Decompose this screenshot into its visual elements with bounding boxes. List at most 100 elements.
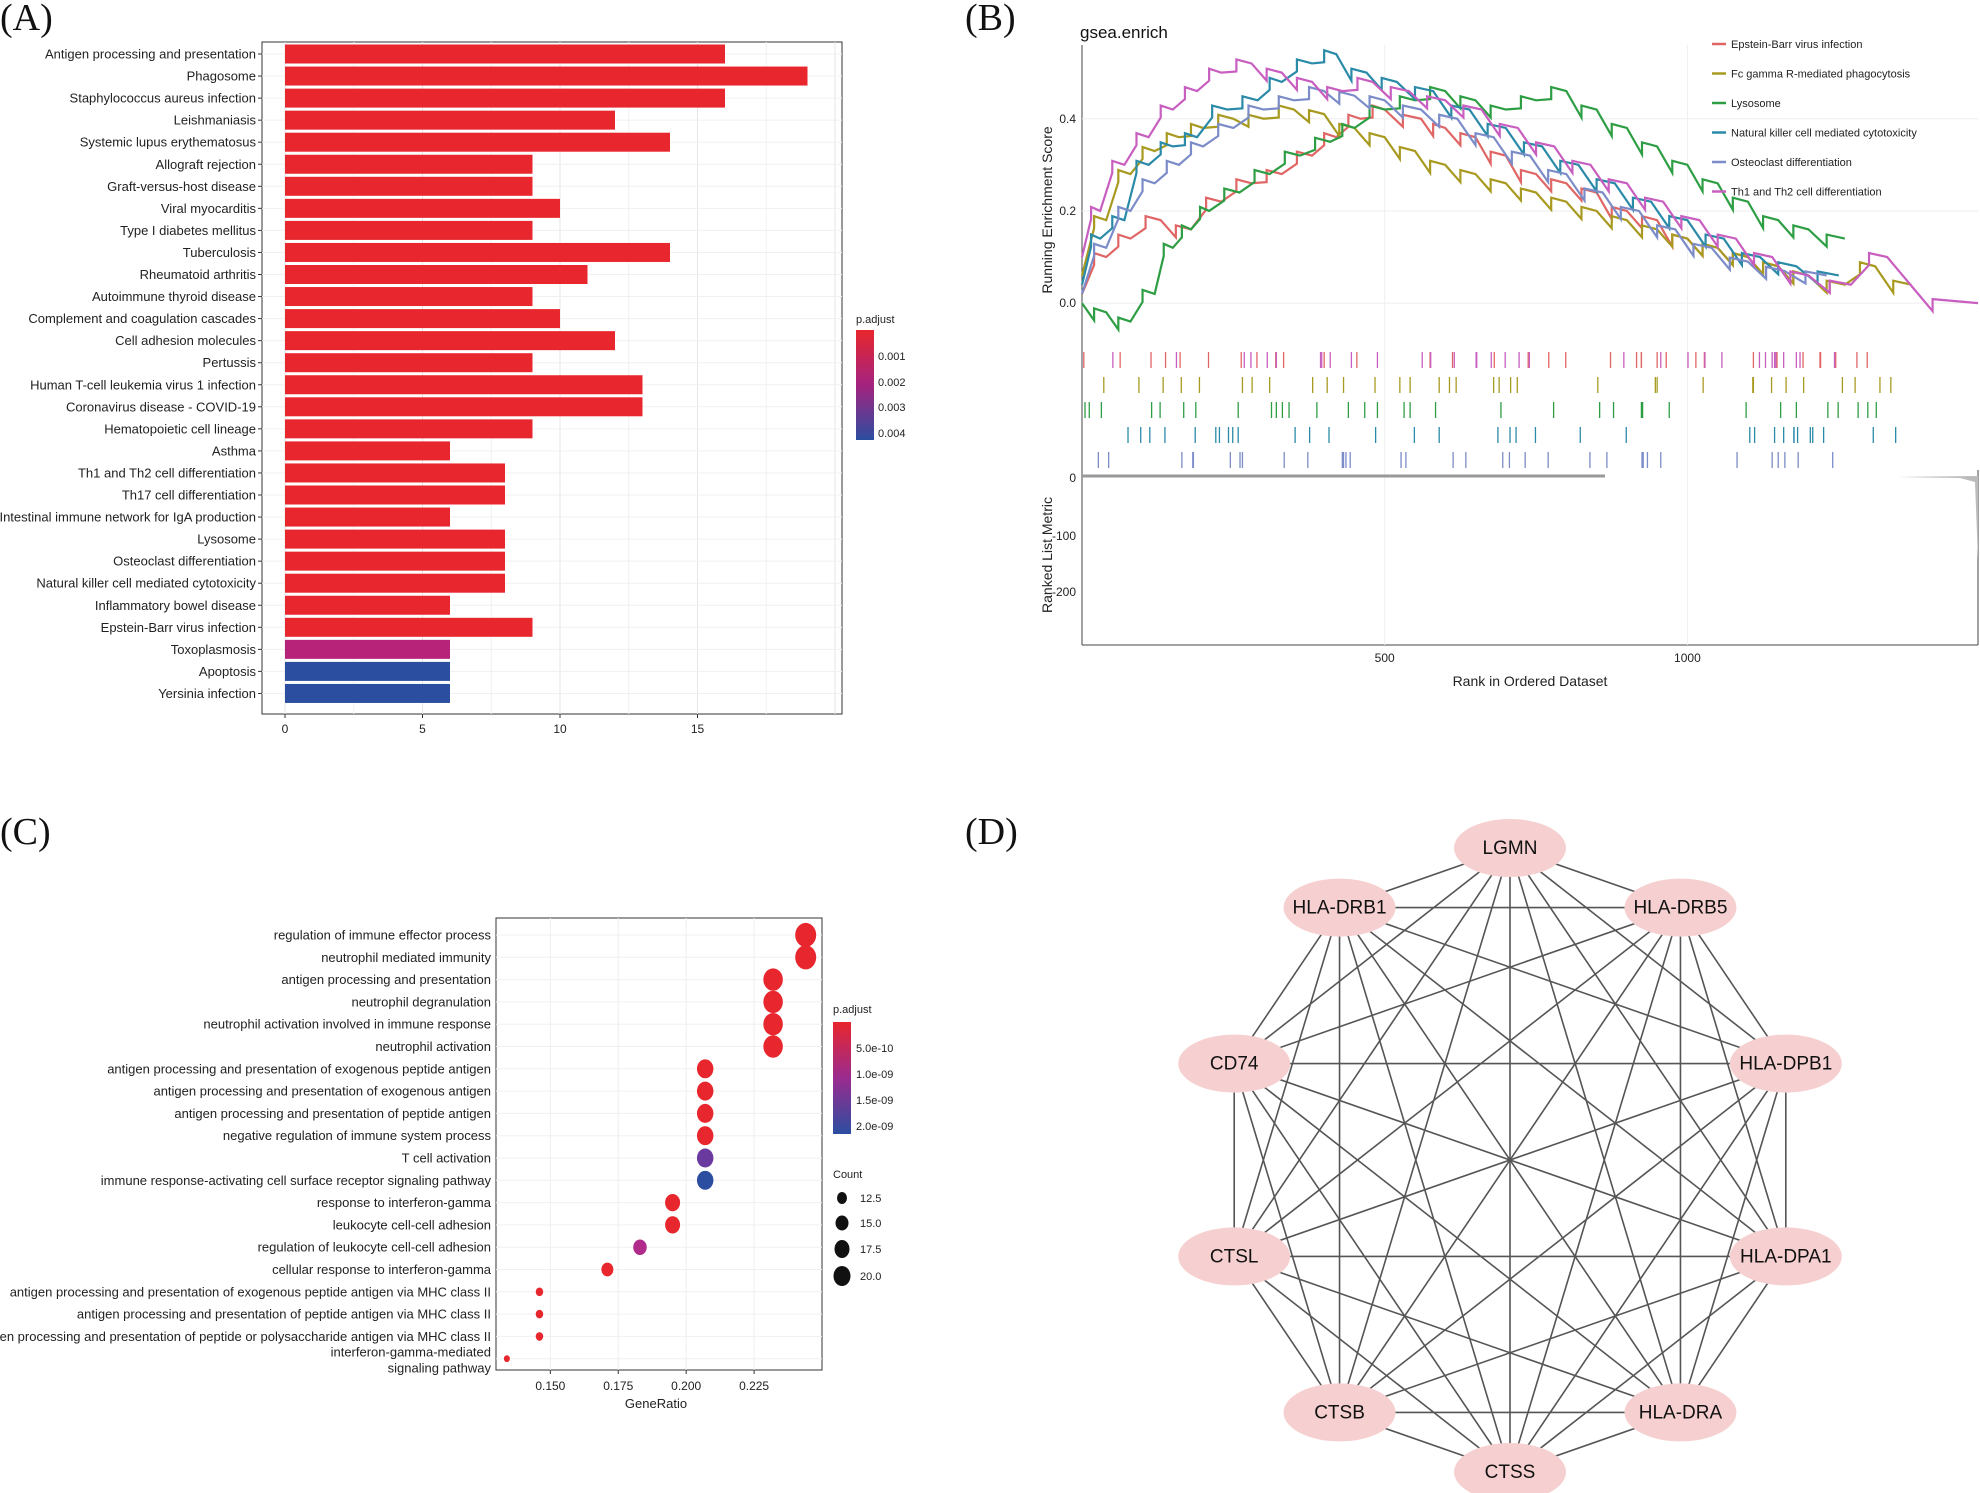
bar bbox=[285, 683, 450, 703]
dot-x-ticks: 0.150 0.175 0.200 0.225 bbox=[535, 1370, 769, 1393]
bar-category-label: Th1 and Th2 cell differentiation bbox=[78, 465, 256, 480]
network-node: CTSS bbox=[1454, 1443, 1566, 1493]
panel-label-c: (C) bbox=[0, 811, 51, 853]
bar-category-label: Epstein-Barr virus infection bbox=[101, 620, 256, 635]
dot-legend-color-title: p.adjust bbox=[833, 1004, 872, 1016]
gsea-ranked-metric bbox=[1082, 474, 1978, 560]
dot-category-label: immune response-activating cell surface … bbox=[101, 1173, 492, 1188]
dot-point bbox=[696, 1126, 714, 1146]
bar bbox=[285, 110, 615, 130]
dot-category-label: neutrophil mediated immunity bbox=[321, 950, 491, 965]
dot-x-tick-label: 0.225 bbox=[739, 1379, 769, 1393]
bar-category-label: Complement and coagulation cascades bbox=[28, 311, 256, 326]
dot-legend-size-mark-2 bbox=[835, 1215, 849, 1231]
dot-point bbox=[696, 1059, 714, 1079]
dot-legend-colorbar bbox=[833, 1022, 851, 1134]
bar-category-label: Pertussis bbox=[203, 355, 257, 370]
gsea-title: gsea.enrich bbox=[1080, 23, 1168, 42]
bar bbox=[285, 154, 533, 174]
gsea-y-tick-label: 0.4 bbox=[1059, 112, 1076, 126]
dot-point bbox=[535, 1287, 544, 1297]
dot-legend-size-mark-3 bbox=[834, 1240, 850, 1258]
network-edge bbox=[1339, 906, 1787, 1065]
gsea-y-tick-label: 0.2 bbox=[1059, 204, 1076, 218]
network-node-shape bbox=[1283, 1383, 1396, 1442]
network-edge bbox=[1339, 906, 1787, 1258]
dot-legend: p.adjust 5.0e-10 1.0e-09 1.5e-09 2.0e-09… bbox=[833, 1004, 893, 1286]
dot-legend-size-mark-4 bbox=[833, 1266, 851, 1286]
gsea-y-tick-label: 0.0 bbox=[1059, 296, 1076, 310]
bar bbox=[285, 507, 450, 527]
gsea-legend-label: Th1 and Th2 cell differentiation bbox=[1731, 187, 1882, 199]
bar bbox=[285, 375, 643, 395]
bar bbox=[285, 573, 505, 593]
gsea-series-line bbox=[1080, 58, 1979, 315]
gsea-y2-tick-label: -200 bbox=[1052, 585, 1076, 599]
dot-category-labels: regulation of immune effector process neu… bbox=[0, 928, 492, 1376]
bar bbox=[285, 265, 588, 284]
bar-category-label: Antigen processing and presentation bbox=[45, 47, 256, 62]
dot-point bbox=[665, 1193, 681, 1212]
bar bbox=[285, 661, 450, 681]
dot-category-label: antigen processing and presentation of e… bbox=[107, 1061, 491, 1076]
gsea-legend-label: Natural killer cell mediated cytotoxicit… bbox=[1731, 128, 1917, 140]
dot-point bbox=[633, 1239, 647, 1255]
network-node-shape bbox=[1178, 1227, 1291, 1286]
network-node-shape bbox=[1283, 878, 1396, 937]
gsea-legend-label: Fc gamma R-mediated phagocytosis bbox=[1731, 69, 1911, 81]
network-node: HLA-DPB1 bbox=[1729, 1034, 1842, 1093]
dot-legend-color-1: 5.0e-10 bbox=[856, 1043, 893, 1055]
bar-category-label: Intestinal immune network for IgA produc… bbox=[0, 510, 256, 525]
bar-category-label: Osteoclast differentiation bbox=[113, 554, 256, 569]
gsea-series-line bbox=[1081, 85, 1846, 334]
dot-category-label: interferon-gamma-mediated bbox=[331, 1345, 491, 1360]
dot-legend-color-2: 1.0e-09 bbox=[856, 1069, 893, 1081]
dot-x-tick-label: 0.200 bbox=[671, 1379, 701, 1393]
network-edge bbox=[1509, 1063, 1787, 1473]
bar-series bbox=[285, 44, 808, 703]
bar-category-label: Th17 cell differentiation bbox=[122, 488, 256, 503]
network-node-label: HLA-DPB1 bbox=[1739, 1054, 1832, 1075]
gsea-xlabel: Rank in Ordered Dataset bbox=[1453, 673, 1608, 689]
gsea-y2-tick-label: 0 bbox=[1069, 471, 1076, 485]
network-edge bbox=[1233, 847, 1511, 1257]
dot-point bbox=[665, 1216, 681, 1234]
network-node: HLA-DRB1 bbox=[1283, 878, 1396, 937]
network-node-shape bbox=[1624, 1383, 1737, 1442]
bar bbox=[285, 242, 670, 262]
network-node-label: CTSB bbox=[1314, 1402, 1365, 1423]
bar bbox=[285, 353, 533, 373]
panel-label-d: (D) bbox=[965, 811, 1018, 853]
bar-category-label: Asthma bbox=[212, 443, 257, 458]
network-node-shape bbox=[1454, 819, 1566, 877]
bar bbox=[285, 287, 533, 307]
bar-category-label: Phagosome bbox=[187, 69, 256, 84]
dot-category-label: regulation of leukocyte cell-cell adhesi… bbox=[258, 1240, 491, 1255]
network-node: CTSL bbox=[1178, 1227, 1291, 1286]
network-node: LGMN bbox=[1454, 819, 1566, 877]
network-edge bbox=[1338, 907, 1682, 1413]
dot-category-label: cellular response to interferon-gamma bbox=[272, 1262, 492, 1277]
network-node-shape bbox=[1729, 1034, 1842, 1093]
network-node-label: HLA-DRA bbox=[1639, 1402, 1723, 1423]
dot-point bbox=[795, 922, 817, 948]
bar-legend: p.adjust 0.001 0.002 0.003 0.004 bbox=[856, 314, 906, 440]
bar bbox=[285, 88, 725, 108]
bar-category-label: Type I diabetes mellitus bbox=[120, 223, 256, 238]
bar bbox=[285, 331, 615, 351]
dot-point bbox=[763, 1012, 783, 1036]
bar-x-ticks: 0 5 10 15 bbox=[282, 714, 704, 736]
network-edge bbox=[1233, 907, 1341, 1257]
bar-category-label: Tuberculosis bbox=[183, 245, 257, 260]
bar-legend-label-3: 0.003 bbox=[878, 402, 906, 414]
bar-chart-panel: Antigen processing and presentation Phago… bbox=[0, 41, 906, 736]
bar-category-label: Viral myocarditis bbox=[161, 201, 257, 216]
bar bbox=[285, 198, 560, 218]
gsea-panel: gsea.enrich 0.0 0.2 0.4 0 -100 -200 500 1000 R… bbox=[1039, 23, 1979, 689]
bar bbox=[285, 595, 450, 615]
network-node-label: CD74 bbox=[1210, 1054, 1259, 1075]
dot-category-label: antigen processing and presentation of e… bbox=[153, 1084, 491, 1099]
bar bbox=[285, 176, 533, 196]
dot-point bbox=[795, 945, 817, 970]
